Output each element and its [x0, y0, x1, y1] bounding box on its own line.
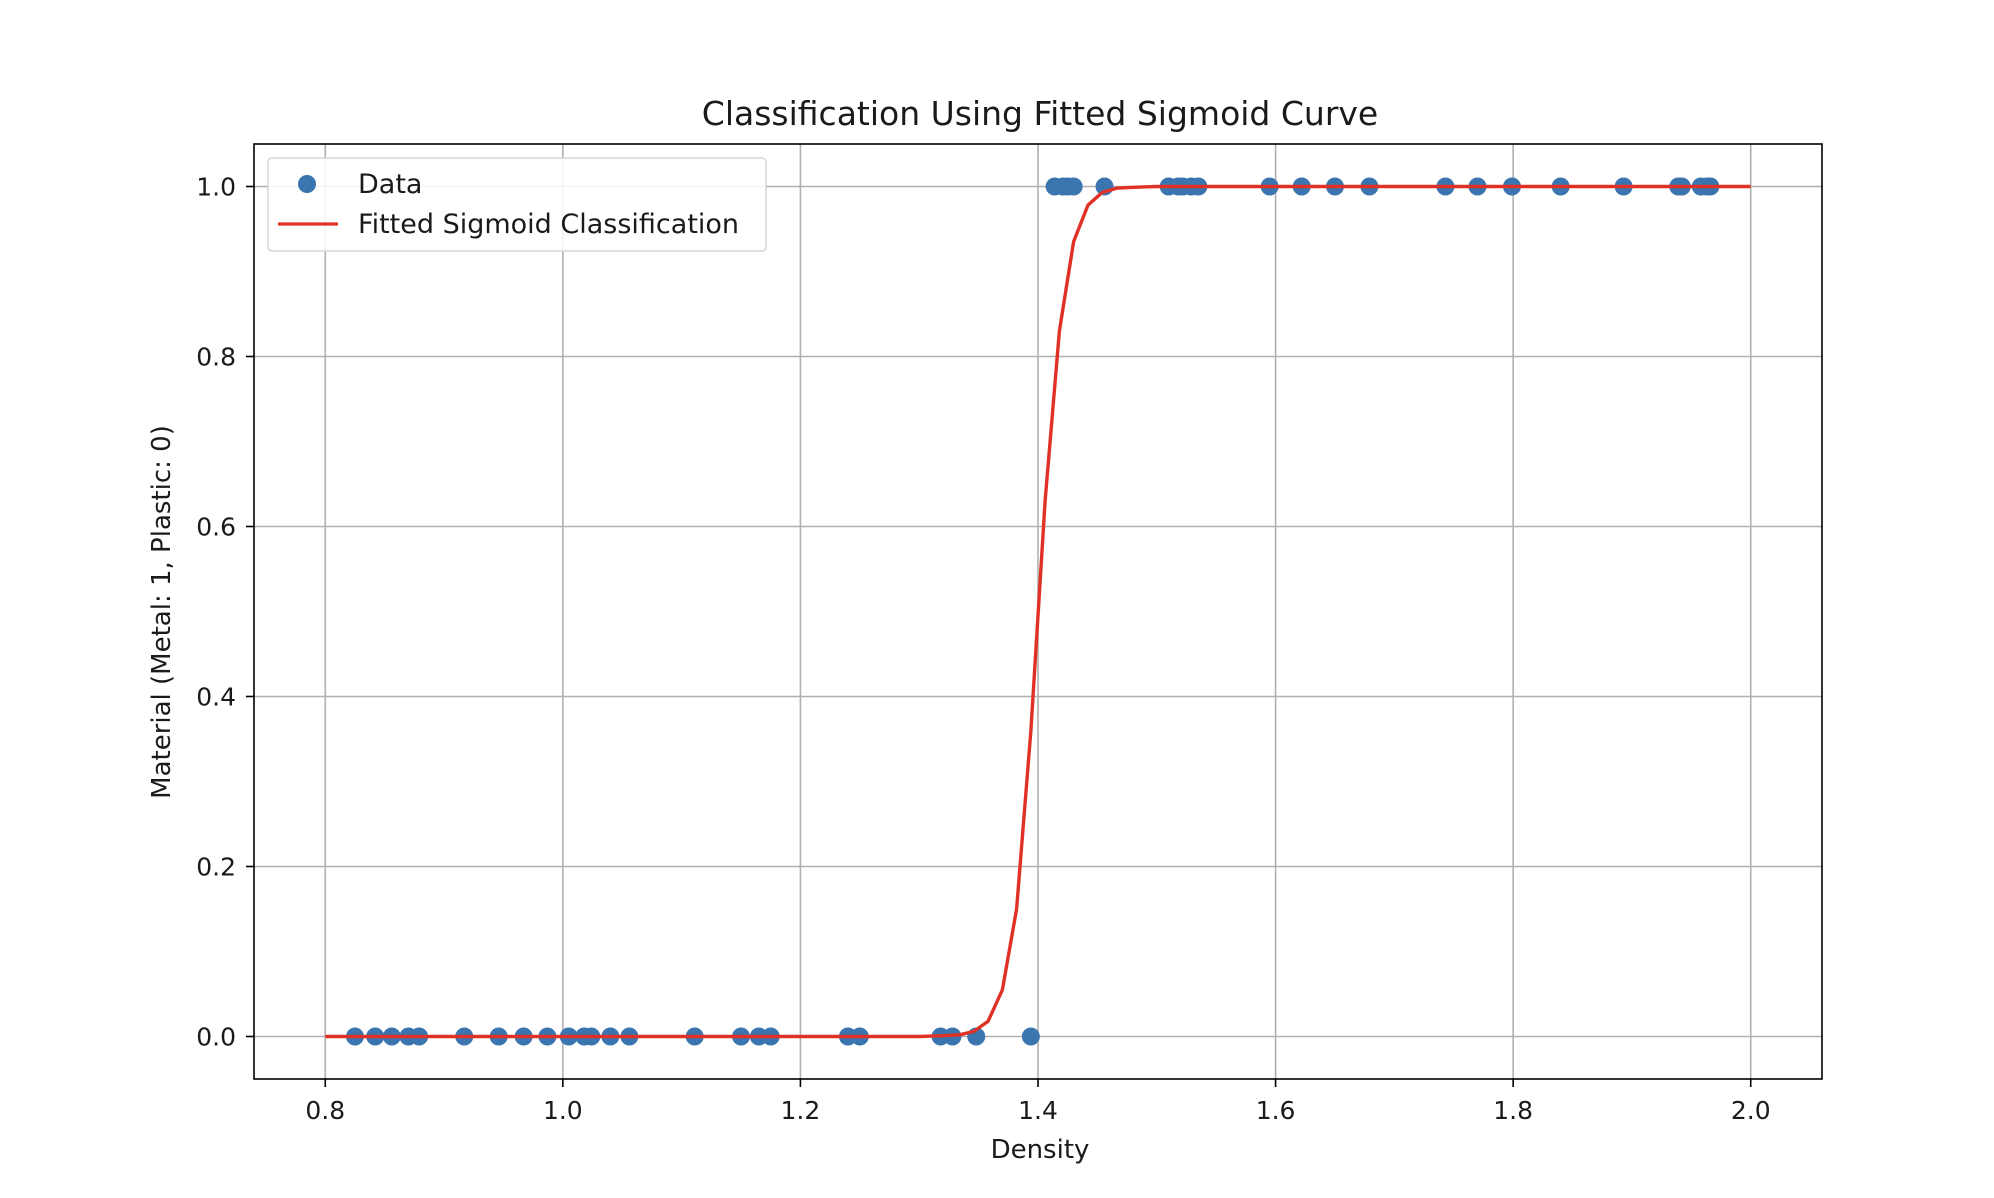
x-tick-label: 0.8 [305, 1096, 345, 1125]
axis-ticks: 0.8 1.0 1.2 1.4 1.6 1.8 2.0 0.0 0.2 0.4 0.6 0.8 1.0 [196, 173, 1770, 1126]
y-tick-label: 1.0 [196, 173, 236, 202]
x-tick-label: 1.2 [781, 1096, 821, 1125]
x-tick-label: 1.0 [543, 1096, 583, 1125]
chart-title: Classification Using Fitted Sigmoid Curv… [702, 94, 1378, 133]
y-tick-label: 0.4 [196, 683, 236, 712]
data-point [1064, 177, 1083, 196]
x-tick-label: 1.4 [1018, 1096, 1058, 1125]
x-tick-label: 1.6 [1256, 1096, 1296, 1125]
y-tick-label: 0.8 [196, 343, 236, 372]
legend-data-marker [298, 175, 316, 193]
y-axis-label: Material (Metal: 1, Plastic: 0) [147, 425, 177, 799]
x-axis-label: Density [991, 1135, 1090, 1165]
legend-label-curve: Fitted Sigmoid Classification [358, 209, 739, 240]
y-tick-label: 0.6 [196, 513, 236, 542]
plot-data [325, 177, 1751, 1046]
y-tick-label: 0.0 [196, 1023, 236, 1052]
y-tick-label: 0.2 [196, 853, 236, 882]
x-tick-label: 1.8 [1493, 1096, 1533, 1125]
legend-box [267, 157, 767, 252]
data-point [1021, 1027, 1040, 1046]
legend: Data Fitted Sigmoid Classification [267, 157, 767, 252]
x-tick-label: 2.0 [1731, 1096, 1771, 1125]
sigmoid-curve [325, 184, 1751, 1039]
legend-label-data: Data [358, 169, 422, 200]
